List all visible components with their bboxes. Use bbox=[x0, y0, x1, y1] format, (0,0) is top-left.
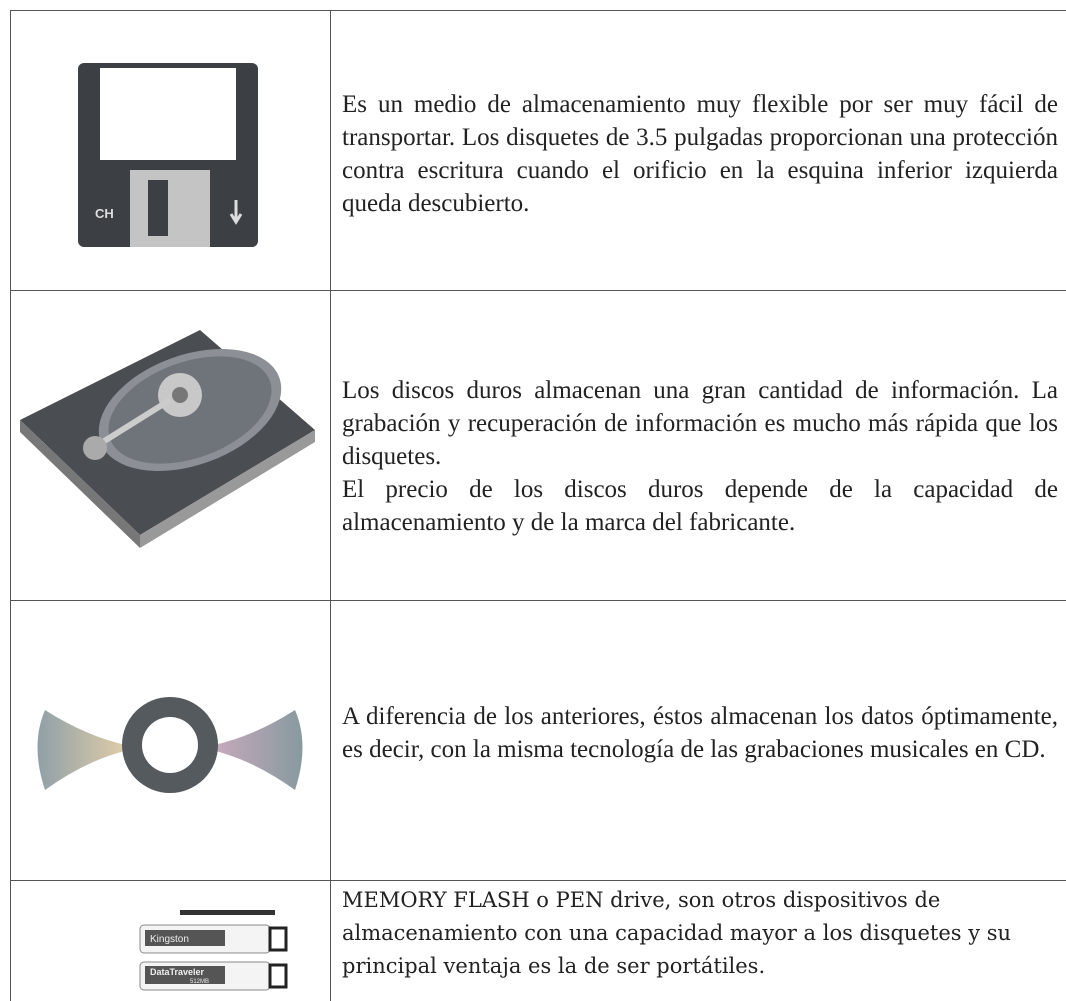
row-text: Es un medio de almacenamiento muy flexib… bbox=[342, 88, 1058, 220]
paragraph: A diferencia de los anteriores, éstos al… bbox=[342, 703, 1058, 763]
border bbox=[10, 290, 1066, 291]
hard-disk-icon bbox=[20, 330, 315, 548]
icon-label: 512MB bbox=[190, 979, 209, 985]
icons: CH Kingston DataTraveler 512MB bbox=[20, 63, 315, 991]
icon-label: DataTraveler bbox=[150, 967, 205, 977]
row-text: A diferencia de los anteriores, éstos al… bbox=[342, 700, 1058, 766]
border bbox=[330, 10, 331, 1001]
border bbox=[10, 600, 1066, 601]
icon-label: Kingston bbox=[150, 934, 189, 945]
border bbox=[10, 10, 1066, 11]
border bbox=[10, 10, 11, 1001]
paragraph: Es un medio de almacenamiento muy flexib… bbox=[342, 91, 1058, 217]
border bbox=[10, 880, 1066, 881]
paragraph: Los discos duros almacenan una gran cant… bbox=[342, 377, 1058, 470]
paragraph: MEMORY FLASH o PEN drive, son otros disp… bbox=[342, 888, 1012, 978]
floppy-icon: CH bbox=[78, 63, 258, 247]
paragraph: El precio de los discos duros depende de… bbox=[342, 476, 1058, 536]
row-text: MEMORY FLASH o PEN drive, son otros disp… bbox=[342, 884, 1058, 983]
pen-drive-icon: Kingston DataTraveler 512MB bbox=[139, 910, 288, 991]
icon-label: CH bbox=[95, 206, 114, 221]
cd-icon bbox=[37, 697, 303, 793]
row-text: Los discos duros almacenan una gran cant… bbox=[342, 374, 1058, 539]
